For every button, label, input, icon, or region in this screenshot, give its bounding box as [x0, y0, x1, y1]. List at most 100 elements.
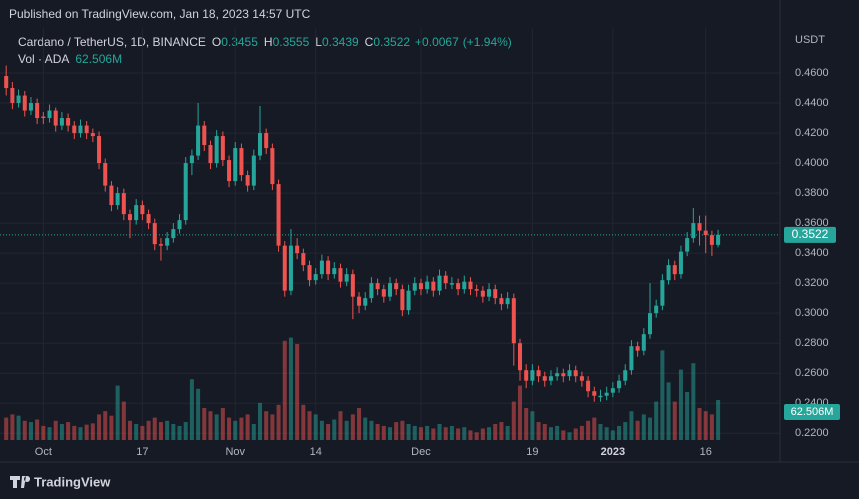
volume-bar: [251, 424, 256, 440]
volume-bar: [542, 424, 547, 440]
candle-body: [152, 223, 157, 245]
candle-body: [344, 274, 349, 282]
volume-bar: [468, 430, 473, 440]
candle-body: [406, 290, 411, 311]
candle-body: [66, 118, 71, 126]
volume-bar: [97, 414, 102, 440]
candle-body: [654, 305, 659, 314]
volume-bar: [189, 379, 194, 440]
y-tick-label: 0.2600: [795, 367, 829, 379]
candle-body: [499, 298, 504, 305]
candle-body: [233, 148, 238, 182]
legend-value: 0.3555: [273, 35, 310, 49]
candle-body: [115, 193, 120, 206]
volume-bar: [134, 424, 139, 440]
volume-bar: [456, 428, 461, 440]
candle-body: [134, 205, 139, 221]
y-tick-label: 0.2200: [795, 427, 829, 439]
candle-body: [678, 251, 683, 275]
volume-bar: [84, 424, 89, 440]
candle-body: [561, 373, 566, 377]
volume-bar: [666, 382, 671, 440]
volume-bar: [152, 417, 157, 440]
legend-value: 0.3439: [322, 35, 359, 49]
candle-body: [592, 391, 597, 396]
candle-body: [691, 223, 696, 239]
candle-body: [28, 103, 33, 111]
volume-bar: [511, 401, 516, 440]
candle-body: [487, 289, 492, 297]
volume-bar: [264, 411, 269, 440]
x-tick-label: Oct: [35, 446, 52, 458]
volume-bar: [716, 399, 721, 440]
candle-body: [196, 125, 201, 156]
volume-bar: [493, 424, 498, 440]
volume-bar: [697, 408, 702, 440]
legend: Cardano / TetherUS, 1D, BINANCE O0.3455 H0…: [18, 35, 512, 49]
volume-bar: [517, 385, 523, 440]
candle-body: [480, 290, 485, 297]
candle-body: [319, 260, 324, 275]
volume-bar: [295, 344, 300, 440]
published-note: Published on TradingView.com, Jan 18, 20…: [9, 7, 311, 21]
y-tick-label: 0.4000: [795, 157, 829, 169]
candle-body: [524, 370, 529, 381]
candle-body: [326, 260, 331, 275]
candle-body: [530, 370, 535, 381]
price-label-box: [784, 226, 836, 243]
volume-bar: [47, 427, 52, 440]
volume-bar: [10, 414, 15, 440]
candle-body: [579, 376, 584, 381]
candle-body: [295, 245, 300, 254]
candle-body: [598, 395, 603, 398]
candle-body: [270, 148, 275, 185]
x-tick-label: Nov: [225, 446, 245, 458]
volume-bar: [418, 427, 423, 440]
legend-label: H: [264, 35, 273, 49]
symbol-title: Cardano / TetherUS, 1D, BINANCE: [18, 35, 206, 49]
candle-body: [555, 373, 560, 377]
candle-body: [90, 133, 95, 137]
volume-bar: [709, 414, 714, 440]
candle-body: [369, 283, 374, 299]
candle-body: [437, 275, 442, 291]
volume-bar: [555, 425, 560, 440]
volume-bar: [16, 415, 21, 440]
candle-body: [567, 370, 572, 377]
volume-bar: [22, 420, 27, 440]
candle-body: [387, 283, 393, 297]
candle-body: [456, 283, 461, 290]
candle-body: [177, 220, 182, 230]
candle-body: [127, 214, 133, 221]
candle-body: [245, 175, 250, 186]
candle-body: [617, 380, 622, 389]
candle-body: [47, 110, 52, 119]
volume-bar: [165, 420, 170, 440]
volume-bar: [41, 425, 46, 440]
volume-bar: [158, 422, 163, 440]
candle-body: [425, 281, 430, 290]
volume-bar: [109, 415, 114, 440]
candle-body: [666, 265, 671, 281]
candle-body: [78, 125, 83, 134]
candle-body: [635, 346, 640, 351]
volume-bar: [678, 369, 683, 440]
volume-bar: [691, 363, 696, 440]
volume-bar: [171, 424, 176, 440]
volume-bar: [685, 392, 690, 440]
volume-bar: [592, 417, 597, 440]
candle-body: [505, 298, 510, 305]
candle-body: [202, 125, 207, 146]
candle-body: [697, 223, 702, 231]
candle-body: [542, 376, 547, 381]
volume-bar: [220, 408, 225, 440]
candle-body: [418, 283, 423, 290]
y-tick-label: 0.3200: [795, 277, 829, 289]
volume-bar: [573, 428, 578, 440]
candle-body: [16, 95, 21, 104]
volume-value: 62.506M: [75, 52, 122, 66]
volume-bar: [387, 427, 393, 440]
candle-body: [660, 280, 665, 306]
legend-value: 0.3522: [373, 35, 410, 49]
